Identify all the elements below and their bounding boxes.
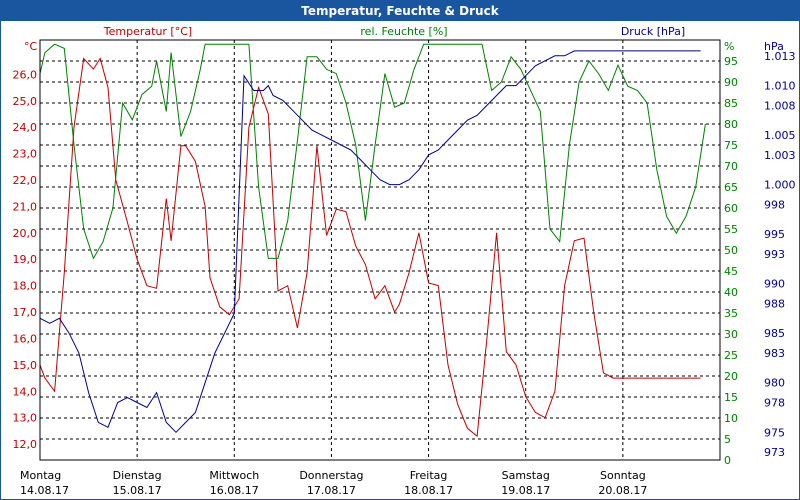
pressure-tick-label: 1.010 [764,80,796,93]
pressure-tick-label: 1.003 [764,149,796,162]
series-line-humidity [39,43,706,260]
humidity-tick-label: 20 [724,370,738,383]
humidity-tick-label: 75 [724,139,738,152]
humidity-tick-label: 15 [724,391,738,404]
humidity-tick-label: 65 [724,181,738,194]
pressure-tick-label: 983 [764,347,785,360]
pressure-tick-label: 993 [764,248,785,261]
pressure-tick-label: 998 [764,198,785,211]
x-tick-day-label: Dienstag [113,469,162,482]
pressure-tick-label: 988 [764,297,785,310]
pressure-unit: hPa [764,40,784,53]
temperature-tick-label: 20,0 [13,227,38,240]
humidity-tick-label: 55 [724,223,738,236]
temperature-tick-label: 21,0 [13,200,38,213]
humidity-tick-label: 40 [724,286,738,299]
humidity-axis-title: rel. Feuchte [%] [360,25,447,38]
x-tick-day-label: Mittwoch [209,469,259,482]
temperature-tick-label: 17,0 [13,306,38,319]
temperature-tick-label: 25,0 [13,95,38,108]
x-tick-date-label: 18.08.17 [404,484,453,497]
humidity-tick-label: 90 [724,76,738,89]
pressure-tick-label: 1.013 [764,50,796,63]
pressure-tick-label: 1.000 [764,179,796,192]
humidity-tick-label: 45 [724,265,738,278]
window-title: Temperatur, Feuchte & Druck [1,1,799,21]
temperature-tick-label: 13,0 [13,412,38,425]
pressure-tick-label: 1.005 [764,129,796,142]
x-tick-day-label: Montag [20,469,61,482]
temperature-unit: °C [24,40,38,53]
x-tick-day-label: Sonntag [600,469,646,482]
humidity-unit: % [724,40,734,53]
humidity-tick-label: 60 [724,202,738,215]
humidity-tick-label: 0 [724,454,731,467]
x-tick-day-label: Freitag [410,469,448,482]
temperature-tick-label: 15,0 [13,359,38,372]
pressure-tick-label: 978 [764,397,785,410]
tick-labels: 0 5 10 15 20 25 30 35 40 45 50 55 60 65 70 75 80 85 90 95 12… [13,50,796,497]
temperature-tick-label: 23,0 [13,148,38,161]
plot-area-border [39,39,721,461]
humidity-tick-label: 85 [724,97,738,110]
humidity-tick-label: 5 [724,433,731,446]
temperature-tick-label: 22,0 [13,174,38,187]
series-line-temperature [39,57,701,438]
x-tick-date-label: 15.08.17 [113,484,162,497]
pressure-tick-label: 980 [764,377,785,390]
x-tick-date-label: 17.08.17 [307,484,356,497]
temperature-tick-label: 16,0 [13,332,38,345]
temperature-tick-label: 14,0 [13,385,38,398]
pressure-tick-label: 975 [764,426,785,439]
x-tick-date-label: 20.08.17 [598,484,647,497]
series-line-pressure [39,50,701,434]
pressure-axis-title: Druck [hPa] [621,25,685,38]
x-tick-date-label: 19.08.17 [501,484,550,497]
humidity-tick-label: 80 [724,118,738,131]
temperature-tick-label: 19,0 [13,253,38,266]
humidity-tick-label: 95 [724,55,738,68]
grid [40,40,720,460]
humidity-tick-label: 25 [724,349,738,362]
pressure-tick-label: 985 [764,327,785,340]
series-lines [39,43,706,438]
humidity-tick-label: 50 [724,244,738,257]
pressure-tick-label: 1.008 [764,99,796,112]
pressure-tick-label: 973 [764,446,785,459]
humidity-tick-label: 70 [724,160,738,173]
pressure-tick-label: 995 [764,228,785,241]
humidity-tick-label: 35 [724,307,738,320]
x-tick-day-label: Samstag [502,469,550,482]
temperature-tick-label: 12,0 [13,438,38,451]
x-tick-date-label: 16.08.17 [210,484,259,497]
humidity-tick-label: 10 [724,412,738,425]
humidity-tick-label: 30 [724,328,738,341]
temperature-tick-label: 26,0 [13,68,38,81]
x-tick-day-label: Donnerstag [299,469,363,482]
temperature-axis-title: Temperatur [°C] [103,25,192,38]
temperature-tick-label: 18,0 [13,280,38,293]
x-tick-date-label: 14.08.17 [20,484,69,497]
pressure-tick-label: 990 [764,278,785,291]
temperature-tick-label: 24,0 [13,121,38,134]
